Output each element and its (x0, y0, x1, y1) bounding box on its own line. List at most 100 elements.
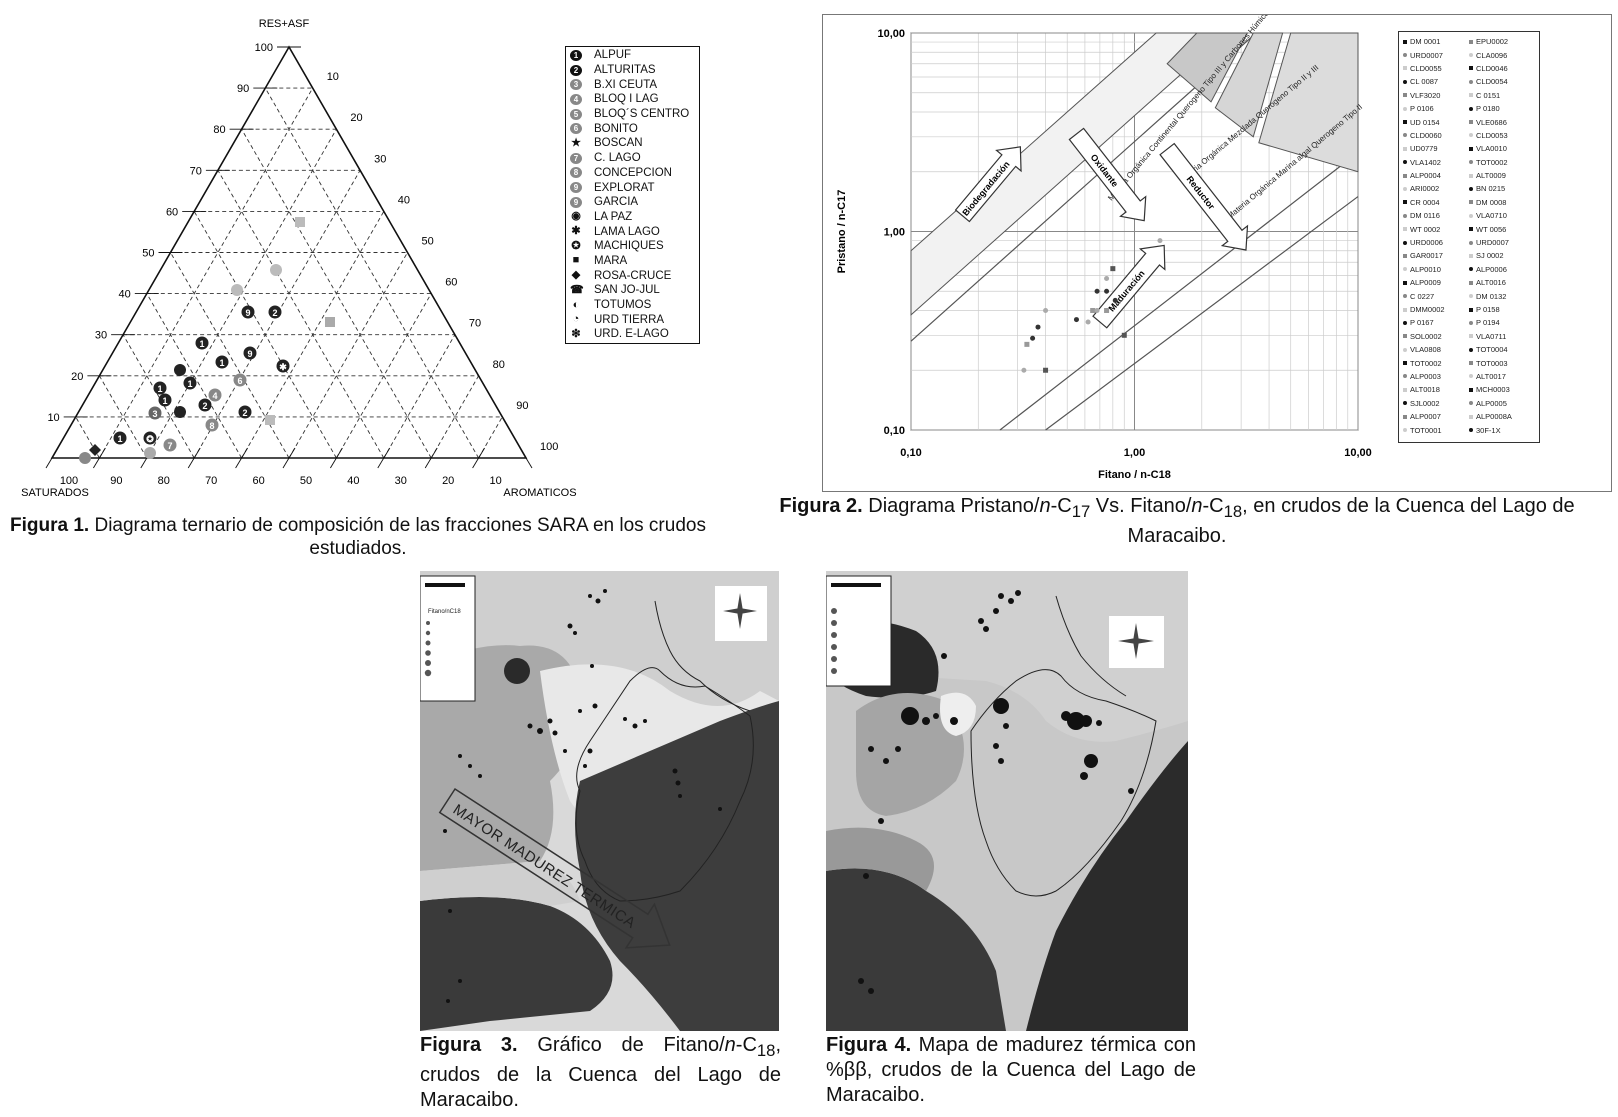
legend-label: ROSA-CRUCE (594, 269, 672, 282)
legend-item: ◆ ROSA-CRUCE (568, 268, 699, 283)
legend-marker-icon (1403, 213, 1407, 218)
legend-item: 9 GARCIA (568, 195, 699, 210)
legend-marker-icon (1469, 374, 1473, 379)
legend-label: BLOQ´S CENTRO (594, 108, 690, 121)
legend-marker-icon (1403, 267, 1407, 272)
data-point-label: 2 (242, 408, 247, 418)
legend-marker-icon (1469, 39, 1473, 44)
legend-marker-icon (1403, 53, 1407, 58)
figure-4-caption: Figura 4. Mapa de madurez térmica con %β… (826, 1033, 1196, 1108)
legend-label: DM 0008 (1476, 197, 1507, 207)
legend-marker-icon (1403, 294, 1407, 299)
legend-marker-icon (1469, 160, 1473, 165)
data-point-label: 1 (199, 339, 204, 349)
data-point-label: 9 (247, 349, 252, 359)
legend-label: EXPLORAT (594, 181, 655, 194)
legend-marker-icon (1469, 428, 1473, 433)
data-point-label: 2 (202, 401, 207, 411)
legend-label: MCH0003 (1476, 385, 1510, 395)
legend-item: UD 0154 (1403, 115, 1469, 128)
legend-marker-icon (1469, 53, 1473, 58)
legend-symbol-icon: ❇ (571, 327, 581, 340)
legend-marker-icon (1403, 428, 1407, 433)
left-tick-label: 30 (95, 330, 107, 342)
legend-label: CLD0055 (1410, 63, 1442, 73)
legend-marker-icon (1469, 106, 1473, 111)
bottom-tick-label: 10 (489, 475, 501, 487)
legend-label: GARCIA (594, 196, 639, 209)
legend-marker-icon (1403, 361, 1407, 366)
bottom-tick-label: 60 (252, 475, 264, 487)
data-point (144, 447, 156, 459)
legend-marker-icon (1403, 253, 1407, 258)
legend-marker-icon (1469, 253, 1473, 258)
figure-4-map (826, 571, 1188, 1031)
bottom-tick-label: 70 (205, 475, 217, 487)
legend-marker-icon (1469, 146, 1473, 151)
legend-label: BONITO (594, 122, 638, 135)
legend-label: CR 0004 (1410, 197, 1440, 207)
legend-symbol-icon: 5 (570, 108, 582, 120)
legend-label: ALPUF (594, 49, 632, 62)
data-point (1112, 297, 1118, 303)
left-tick-label: 90 (237, 83, 249, 95)
data-point (1035, 324, 1041, 330)
data-point (1094, 288, 1100, 294)
right-tick-label: 100 (540, 441, 558, 453)
legend-label: ALP0006 (1476, 264, 1507, 274)
legend-label: URD TIERRA (594, 313, 665, 326)
figure-2-caption-label: Figura 2. (779, 495, 863, 517)
data-point-label: 7 (167, 441, 172, 451)
legend-label: CLD0046 (1476, 63, 1508, 73)
legend-item: VLA1402 (1403, 156, 1469, 169)
legend-label: LA PAZ (594, 210, 633, 223)
legend-marker-icon (1469, 173, 1473, 178)
legend-item: DM 0001 (1403, 35, 1469, 48)
figure-3-caption-label: Figura 3. (420, 1034, 518, 1056)
legend-marker-icon (1469, 294, 1473, 299)
bottom-tick-label: 40 (347, 475, 359, 487)
compass-icon (715, 586, 767, 641)
legend-item: ALT0016 (1469, 276, 1535, 289)
legend-item: P 0180 (1469, 102, 1535, 115)
legend-marker-icon (1469, 120, 1473, 125)
legend-label: DM 0132 (1476, 291, 1507, 301)
legend-label: ALP0008A (1476, 412, 1512, 422)
legend-label: ARI0002 (1410, 184, 1440, 194)
right-tick-label: 20 (350, 112, 362, 124)
legend-symbol-icon: 1 (570, 49, 582, 61)
figure-2-caption-text: Diagrama Pristano/n-C17 Vs. Fitano/n-C18… (868, 495, 1575, 547)
legend-marker-icon (1469, 267, 1473, 272)
legend-label: CL 0087 (1410, 77, 1439, 87)
data-point (215, 355, 229, 369)
legend-item: C 0151 (1469, 89, 1535, 102)
y-tick-label: 0,10 (884, 425, 905, 437)
legend-item: TOT0001 (1403, 423, 1469, 436)
legend-item: 9 EXPLORAT (568, 180, 699, 195)
legend-label: P 0167 (1410, 318, 1434, 328)
legend-label: GAR0017 (1410, 251, 1443, 261)
legend-label: VLA1402 (1410, 157, 1441, 167)
legend-item: VLA0711 (1469, 330, 1535, 343)
data-point (233, 373, 247, 387)
data-point-label: 3 (152, 409, 157, 419)
legend-marker-icon (1403, 401, 1407, 406)
legend-item: ALP0005 (1469, 397, 1535, 410)
data-point (270, 264, 282, 276)
legend-symbol-icon: 3 (570, 79, 582, 91)
legend-label: EPU0002 (1476, 37, 1509, 47)
legend-item: ALP0003 (1403, 370, 1469, 383)
legend-item: GAR0017 (1403, 249, 1469, 262)
legend-symbol-icon: 9 (570, 182, 582, 194)
legend-label: P 0194 (1476, 318, 1500, 328)
legend-label: ALT0018 (1410, 385, 1440, 395)
legend-symbol-icon: 4 (570, 93, 582, 105)
right-tick-label: 50 (422, 236, 434, 248)
legend-label: ALP0005 (1476, 398, 1507, 408)
legend-symbol-icon: ✪ (571, 239, 581, 252)
legend-item: ★ BOSCAN (568, 136, 699, 151)
legend-marker-icon (1403, 79, 1407, 84)
legend-marker-icon (1469, 401, 1473, 406)
data-point (143, 431, 157, 445)
legend-marker-icon (1469, 307, 1473, 312)
